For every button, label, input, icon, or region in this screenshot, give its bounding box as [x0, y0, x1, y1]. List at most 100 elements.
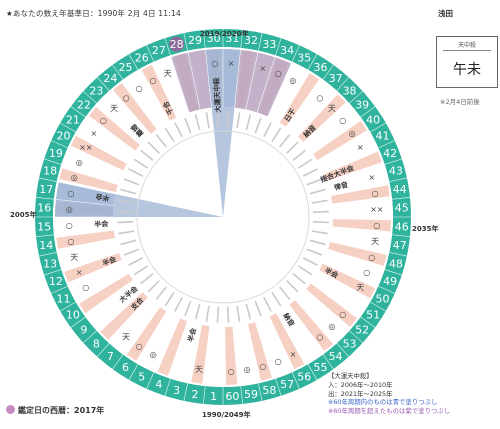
ring-number-15: 15: [37, 220, 51, 233]
divider-3: [183, 324, 201, 401]
symbol-15: ○: [66, 221, 73, 230]
ring-number-28: 28: [170, 38, 184, 51]
ring-number-38: 38: [343, 84, 357, 97]
stripe-60: [225, 326, 238, 385]
stripe-42: [324, 151, 382, 182]
inner-tick-53: [286, 280, 299, 293]
divider-53: [304, 290, 363, 344]
stripe-26: [141, 64, 177, 121]
inner-tick-30: [216, 111, 220, 128]
divider-29: [183, 33, 201, 110]
annotation-43: 律音: [332, 180, 349, 193]
ring-number-58: 58: [262, 384, 276, 397]
ring-number-45: 45: [395, 202, 409, 215]
symbol-38: 天: [328, 104, 336, 113]
stripe-6: [126, 307, 167, 361]
symbol-12: ×: [76, 268, 83, 277]
divider-26: [128, 54, 169, 122]
inner-tick-48: [309, 239, 326, 246]
inner-tick-46: [312, 220, 329, 224]
purple-segment-28: [171, 52, 201, 113]
divider-12: [51, 261, 123, 294]
ring-number-41: 41: [375, 130, 389, 143]
ring-number-18: 18: [43, 165, 57, 178]
symbol-30: ○: [211, 59, 218, 68]
stripe-24: [112, 82, 157, 134]
stripe-40: [313, 120, 367, 161]
year-label-left: 2005年: [10, 211, 37, 219]
inner-tick-26: [174, 122, 183, 138]
annotation-30: 大運天中殺: [212, 76, 223, 112]
stripe-14: [56, 230, 115, 249]
ring-number-29: 29: [188, 34, 202, 47]
ring-number-40: 40: [366, 114, 380, 127]
ring-number-10: 10: [66, 308, 80, 321]
symbol-16: ◎: [66, 205, 73, 214]
ring-number-60: 60: [225, 390, 239, 403]
symbol-37: ○: [316, 93, 323, 102]
inner-tick-55: [271, 292, 282, 307]
symbol-50: 天: [356, 283, 364, 292]
inner-tick-4: [184, 300, 192, 317]
stripe-38: [298, 94, 346, 142]
inner-tick-20: [128, 168, 144, 177]
symbol-27: 天: [164, 69, 172, 78]
inner-tick-6: [164, 292, 175, 307]
inner-tick-10: [133, 265, 148, 276]
ring-number-59: 59: [244, 388, 258, 401]
inner-tick-49: [306, 248, 323, 256]
inner-tick-33: [245, 114, 252, 131]
inner-tick-36: [271, 127, 282, 142]
ring-number-34: 34: [280, 44, 294, 57]
appraisal-text: 鑑定日の西暦：2017年: [18, 406, 105, 415]
symbol-6: ○: [136, 342, 143, 351]
inner-tick-19: [123, 178, 140, 186]
legend-title: 【大運天中殺】: [328, 372, 373, 380]
ring-number-51: 51: [366, 308, 380, 321]
inner-tick-2: [205, 305, 210, 322]
inner-tick-50: [302, 257, 318, 266]
tenchu-label: 天中殺: [457, 42, 476, 49]
blue-wedge-left: [113, 194, 223, 217]
inner-tick-34: [254, 117, 262, 134]
inner-tick-7: [155, 286, 167, 300]
header-name: 浅田: [438, 9, 453, 18]
divider-56: [277, 312, 318, 380]
divider-23: [83, 90, 142, 144]
inner-tick-12: [123, 248, 140, 256]
divider-35: [267, 45, 300, 117]
inner-tick-17: [118, 199, 135, 204]
divider-57: [267, 317, 300, 389]
legend-out: 出：2021年〜2025年: [328, 389, 393, 398]
ring-number-39: 39: [355, 98, 369, 111]
inner-tick-23: [147, 141, 160, 154]
birth-date-line: ★あなたの数え年基準日：1990年 2月 4日 11:14: [6, 9, 181, 18]
symbol-18: ◎: [71, 173, 78, 182]
ring-number-25: 25: [119, 61, 133, 74]
divider-9: [83, 290, 142, 344]
inner-tick-42: [306, 178, 323, 186]
ring-number-22: 22: [77, 98, 91, 111]
stripe-10: [79, 273, 133, 314]
symbol-45: ××: [370, 205, 383, 214]
divider-60: [234, 326, 243, 405]
inner-tick-22: [140, 149, 154, 161]
stripe-2: [191, 325, 210, 384]
inner-tick-56: [263, 296, 272, 312]
symbol-20: ××: [79, 143, 92, 152]
ring-number-31: 31: [225, 32, 239, 45]
ring-number-37: 37: [329, 72, 343, 85]
divider-59: [245, 324, 263, 401]
blue-segment-16: [55, 199, 114, 217]
symbol-24: ○: [123, 93, 130, 102]
symbol-60: ○: [228, 367, 235, 376]
purple-segment-29: [188, 49, 212, 110]
inner-tick-25: [164, 127, 175, 142]
symbol-22: ○: [100, 116, 107, 125]
purple-segment-34: [256, 57, 292, 117]
ring-number-26: 26: [135, 52, 149, 65]
stripe-22: [88, 106, 140, 151]
divider-2: [203, 326, 212, 405]
symbol-41: ×: [357, 143, 364, 152]
year-label-bottom: 1990/2049年: [202, 411, 251, 419]
